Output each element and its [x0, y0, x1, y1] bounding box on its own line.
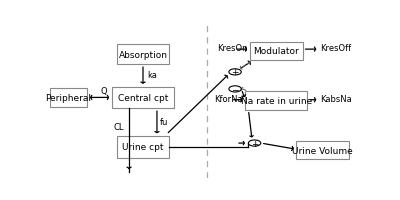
Text: +: + — [251, 139, 258, 148]
Text: fu: fu — [160, 117, 168, 126]
Text: KforNa: KforNa — [214, 94, 242, 103]
FancyBboxPatch shape — [250, 42, 303, 61]
FancyBboxPatch shape — [245, 92, 307, 110]
FancyBboxPatch shape — [50, 89, 87, 107]
Text: Na rate in urine: Na rate in urine — [241, 97, 312, 105]
Circle shape — [229, 86, 241, 93]
Text: KresOff: KresOff — [320, 43, 351, 52]
Text: Peripheral: Peripheral — [46, 93, 92, 102]
Text: ka: ka — [148, 71, 158, 80]
Text: −: − — [231, 85, 239, 94]
Text: Urine Volume: Urine Volume — [292, 146, 353, 155]
Text: Q: Q — [101, 87, 108, 96]
FancyBboxPatch shape — [117, 45, 169, 65]
FancyBboxPatch shape — [117, 136, 169, 158]
Text: Urine cpt: Urine cpt — [122, 143, 164, 152]
Text: Modulator: Modulator — [254, 47, 299, 56]
Circle shape — [229, 69, 241, 76]
FancyBboxPatch shape — [112, 87, 174, 109]
Text: KresOn: KresOn — [218, 43, 248, 52]
Text: Absorption: Absorption — [118, 50, 168, 59]
Text: Central cpt: Central cpt — [118, 93, 168, 102]
FancyBboxPatch shape — [296, 141, 349, 160]
Text: KabsNa: KabsNa — [320, 94, 352, 103]
Text: CL: CL — [114, 123, 124, 132]
Text: +: + — [231, 68, 239, 77]
Circle shape — [248, 140, 261, 146]
